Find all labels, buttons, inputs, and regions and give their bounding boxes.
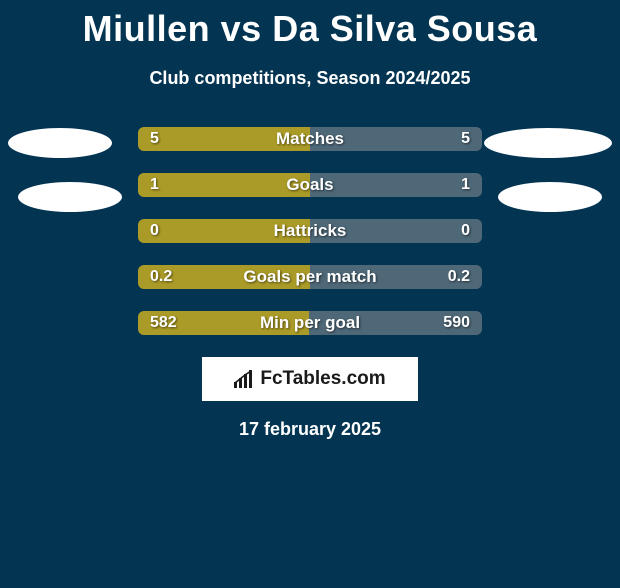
date-text: 17 february 2025 — [0, 419, 620, 440]
stat-bar — [138, 173, 482, 197]
stat-value-left: 0 — [150, 219, 159, 243]
stat-bar-left — [138, 173, 310, 197]
stat-row: 582590Min per goal — [0, 311, 620, 335]
stat-bar — [138, 219, 482, 243]
stat-value-left: 1 — [150, 173, 159, 197]
stat-bar-left — [138, 127, 310, 151]
logo: FcTables.com — [234, 368, 385, 390]
comparison-rows: 55Matches11Goals00Hattricks0.20.2Goals p… — [0, 127, 620, 335]
stat-value-left: 0.2 — [150, 265, 172, 289]
stat-bar-right — [310, 173, 482, 197]
stat-row: 55Matches — [0, 127, 620, 151]
stat-bar — [138, 265, 482, 289]
stat-value-left: 5 — [150, 127, 159, 151]
stat-row: 00Hattricks — [0, 219, 620, 243]
stat-value-right: 0 — [461, 219, 470, 243]
page-title: Miullen vs Da Silva Sousa — [0, 8, 620, 50]
stat-value-right: 590 — [443, 311, 470, 335]
stat-value-right: 5 — [461, 127, 470, 151]
page-subtitle: Club competitions, Season 2024/2025 — [0, 68, 620, 89]
stat-value-right: 0.2 — [448, 265, 470, 289]
stat-row: 11Goals — [0, 173, 620, 197]
logo-text: FcTables.com — [260, 368, 385, 390]
logo-box: FcTables.com — [202, 357, 418, 401]
stat-row: 0.20.2Goals per match — [0, 265, 620, 289]
stat-value-right: 1 — [461, 173, 470, 197]
stat-value-left: 582 — [150, 311, 177, 335]
stat-bar — [138, 311, 482, 335]
stat-bar-right — [310, 219, 482, 243]
stat-bar — [138, 127, 482, 151]
stat-bar-left — [138, 219, 310, 243]
bars-icon — [234, 370, 256, 388]
stat-bar-right — [310, 127, 482, 151]
